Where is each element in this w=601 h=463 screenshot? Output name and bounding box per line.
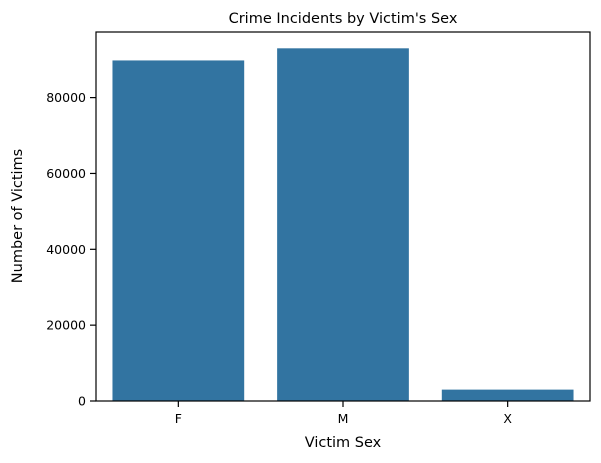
bars-group (112, 48, 574, 402)
y-tick-label: 80000 (46, 90, 86, 105)
plot-frame (95, 31, 591, 402)
bar-m (277, 48, 409, 402)
y-tick-label: 60000 (46, 166, 86, 181)
x-tick-label-x: X (503, 411, 512, 426)
y-axis-ticks: 0 20000 40000 60000 80000 (46, 90, 96, 409)
chart-title: Crime Incidents by Victim's Sex (229, 11, 458, 27)
x-tick-label-m: M (338, 411, 349, 426)
y-tick-label: 40000 (46, 242, 86, 257)
y-axis-label: Number of Victims (10, 149, 26, 283)
y-tick-label: 20000 (46, 318, 86, 333)
x-axis-label: Victim Sex (305, 435, 382, 451)
x-tick-label-f: F (175, 411, 182, 426)
y-tick-label: 0 (78, 394, 86, 409)
bar-f (112, 60, 245, 401)
bar-x (441, 389, 574, 401)
